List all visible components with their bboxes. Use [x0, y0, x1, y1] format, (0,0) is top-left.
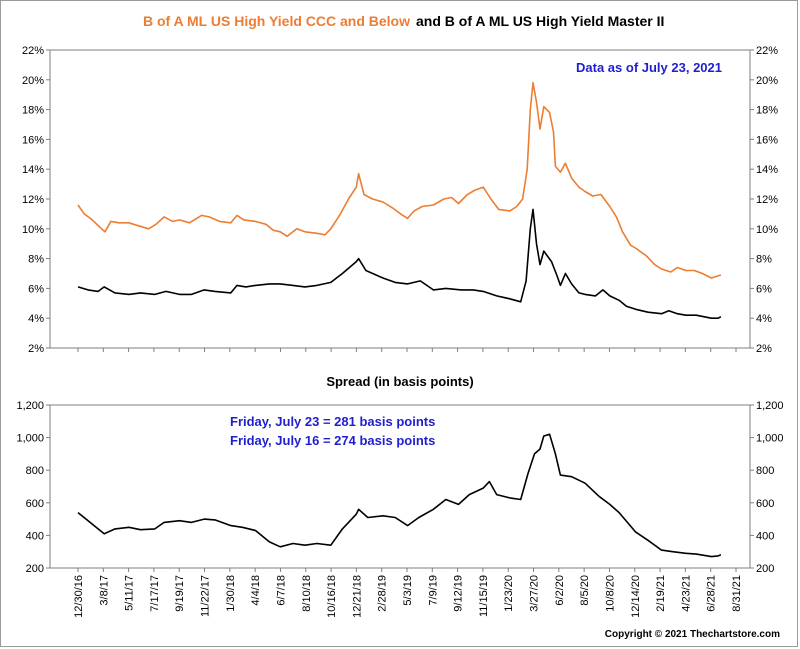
bottom-ytick-label-left: 400 — [26, 530, 44, 542]
xtick-label: 12/21/18 — [351, 575, 363, 618]
top-series-line-1 — [77, 208, 722, 320]
bottom-ytick-label-left: 800 — [26, 465, 44, 477]
xtick-label: 6/28/21 — [706, 575, 718, 612]
top-ytick-label-left: 20% — [22, 75, 44, 87]
top-ytick-label-right: 6% — [756, 283, 772, 295]
xtick-label: 1/30/18 — [225, 575, 237, 612]
spread-title: Spread (in basis points) — [326, 374, 473, 389]
xtick-label: 6/7/18 — [275, 575, 287, 606]
top-ytick-label-right: 4% — [756, 313, 772, 325]
bottom-ytick-label-right: 1,200 — [756, 400, 784, 412]
xtick-label: 8/10/18 — [301, 575, 313, 612]
top-ytick-label-left: 22% — [22, 45, 44, 57]
chart-title-part2: and B of A ML US High Yield Master II — [416, 13, 664, 29]
top-ytick-label-right: 18% — [756, 105, 778, 117]
top-ytick-label-right: 20% — [756, 75, 778, 87]
xtick-label: 3/8/17 — [98, 575, 110, 606]
copyright-text: Copyright © 2021 Thechartstore.com — [605, 629, 780, 640]
xtick-label: 4/23/21 — [680, 575, 692, 612]
xtick-label: 9/19/17 — [174, 575, 186, 612]
xtick-label: 5/11/17 — [124, 575, 136, 611]
xtick-label: 10/8/20 — [604, 575, 616, 612]
top-annotation: Data as of July 23, 2021 — [576, 60, 722, 75]
bottom-ytick-label-right: 1,000 — [756, 433, 784, 445]
top-plot-area — [49, 49, 751, 349]
bottom-ytick-label-right: 400 — [756, 530, 774, 542]
bottom-ytick-label-left: 600 — [26, 498, 44, 510]
xtick-label: 8/5/20 — [579, 575, 591, 606]
top-ytick-label-right: 8% — [756, 254, 772, 266]
xtick-label: 7/17/17 — [149, 575, 161, 612]
xtick-label: 1/23/20 — [503, 575, 515, 612]
top-ytick-label-left: 8% — [28, 254, 44, 266]
top-ytick-label-right: 14% — [756, 164, 778, 176]
top-ytick-label-left: 4% — [28, 313, 44, 325]
xtick-label: 6/2/20 — [554, 575, 566, 606]
bottom-ytick-label-right: 600 — [756, 498, 774, 510]
chart-title-part1: B of A ML US High Yield CCC and Below — [143, 13, 410, 29]
top-ytick-label-left: 2% — [28, 343, 44, 355]
bottom-ytick-label-right: 800 — [756, 465, 774, 477]
xtick-label: 2/28/19 — [377, 575, 389, 612]
top-ytick-label-left: 16% — [22, 134, 44, 146]
top-ytick-label-left: 18% — [22, 105, 44, 117]
xtick-label: 9/12/19 — [453, 575, 465, 612]
xtick-label: 2/19/21 — [655, 575, 667, 612]
top-ytick-label-right: 12% — [756, 194, 778, 206]
spread-annotation-1: Friday, July 23 = 281 basis points — [230, 414, 435, 429]
xtick-label: 7/9/19 — [427, 575, 439, 606]
xtick-label: 12/30/16 — [73, 575, 85, 618]
top-ytick-label-left: 12% — [22, 194, 44, 206]
spread-annotation-2: Friday, July 16 = 274 basis points — [230, 433, 435, 448]
top-ytick-label-left: 14% — [22, 164, 44, 176]
top-ytick-label-right: 10% — [756, 224, 778, 236]
xtick-label: 5/3/19 — [402, 575, 414, 606]
top-ytick-label-right: 22% — [756, 45, 778, 57]
top-ytick-label-left: 10% — [22, 224, 44, 236]
top-ytick-label-right: 16% — [756, 134, 778, 146]
xtick-label: 12/14/20 — [630, 575, 642, 618]
bottom-ytick-label-left: 200 — [26, 563, 44, 575]
bottom-series-line-0 — [77, 433, 722, 558]
bottom-ytick-label-left: 1,000 — [16, 433, 44, 445]
xtick-label: 11/15/19 — [478, 575, 490, 617]
xtick-label: 10/16/18 — [326, 575, 338, 618]
top-series-line-0 — [77, 82, 722, 279]
bottom-ytick-label-left: 1,200 — [16, 400, 44, 412]
xtick-label: 8/31/21 — [731, 575, 743, 612]
xtick-label: 3/27/20 — [529, 575, 541, 612]
bottom-ytick-label-right: 200 — [756, 563, 774, 575]
xtick-label: 11/22/17 — [200, 575, 212, 617]
top-ytick-label-left: 6% — [28, 283, 44, 295]
bottom-plot-area — [49, 404, 751, 569]
xtick-label: 4/4/18 — [250, 575, 262, 606]
top-ytick-label-right: 2% — [756, 343, 772, 355]
